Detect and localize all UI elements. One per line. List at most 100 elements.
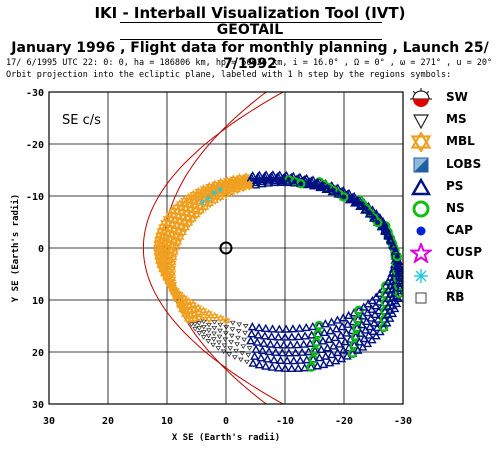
- ps-marker: [393, 293, 403, 303]
- mbl-marker: [211, 198, 220, 206]
- aur-marker: [212, 190, 217, 196]
- ps-marker: [369, 318, 379, 327]
- mbl-marker: [157, 236, 166, 244]
- mbl-marker: [184, 194, 193, 202]
- earth-icon: [219, 241, 233, 255]
- ps-marker: [327, 349, 337, 359]
- star-of-david-icon: [410, 132, 432, 153]
- ps-marker: [318, 336, 328, 345]
- ms-marker: [192, 326, 199, 332]
- bow-shock-line: [142, 92, 285, 404]
- mbl-marker: [172, 223, 181, 231]
- ps-marker: [396, 278, 403, 287]
- mbl-marker: [197, 206, 205, 214]
- mbl-marker: [172, 242, 181, 250]
- x-tick-label: 10: [161, 416, 173, 427]
- ps-marker: [283, 177, 293, 187]
- ns-marker: [378, 322, 389, 333]
- ms-marker: [246, 346, 253, 351]
- ps-marker: [336, 330, 346, 339]
- mbl-marker: [184, 317, 192, 325]
- ps-marker: [287, 363, 297, 373]
- ps-marker: [277, 348, 287, 357]
- mbl-marker: [216, 313, 225, 321]
- ps-marker: [295, 355, 305, 364]
- ms-marker: [215, 346, 222, 351]
- mbl-marker: [200, 196, 208, 204]
- ns-marker: [392, 251, 403, 262]
- ps-marker: [309, 181, 319, 190]
- ps-marker: [297, 347, 307, 356]
- mbl-marker: [206, 201, 215, 209]
- ps-marker: [337, 322, 347, 331]
- ps-marker: [285, 340, 296, 349]
- mbl-marker: [245, 181, 254, 189]
- ps-marker: [257, 345, 268, 355]
- mbl-marker: [178, 307, 186, 315]
- mbl-marker: [179, 214, 187, 222]
- asterisk-icon: [414, 268, 428, 283]
- mbl-marker: [178, 305, 186, 313]
- ms-marker: [196, 321, 202, 326]
- mbl-marker: [185, 219, 194, 226]
- ps-marker: [281, 324, 291, 333]
- ps-marker: [250, 180, 261, 189]
- ms-marker: [221, 343, 228, 349]
- ps-marker: [370, 309, 380, 319]
- ps-marker: [288, 324, 298, 333]
- ps-marker: [302, 179, 312, 189]
- mbl-marker: [233, 185, 242, 193]
- ms-marker: [228, 340, 234, 345]
- x-tick-label: 0: [223, 416, 229, 427]
- ps-marker: [262, 354, 273, 363]
- legend-label: LOBS: [446, 156, 482, 171]
- mbl-marker: [173, 295, 182, 303]
- ms-marker: [227, 346, 234, 351]
- axis-ticks: 30 20 10 0 -10 -20 -30 -30 -20 -10 0 10 20 30: [26, 88, 412, 427]
- ms-marker: [242, 330, 248, 336]
- legend-item-lobs: LOBS: [410, 154, 498, 176]
- mbl-marker: [176, 232, 185, 240]
- ps-marker: [257, 177, 267, 186]
- ps-marker: [275, 355, 286, 364]
- orbit-track: [153, 170, 403, 373]
- ps-marker: [321, 351, 331, 360]
- mbl-marker: [170, 284, 179, 292]
- mbl-marker: [210, 311, 219, 319]
- ms-marker: [211, 320, 218, 325]
- x-tick-label: -30: [394, 416, 412, 427]
- mbl-marker: [171, 290, 180, 297]
- mbl-marker: [194, 315, 203, 323]
- ps-marker: [293, 363, 303, 372]
- ps-marker: [327, 186, 337, 196]
- ps-marker: [256, 353, 266, 362]
- mbl-marker: [227, 187, 236, 195]
- ps-marker: [264, 346, 274, 356]
- mbl-marker: [168, 222, 177, 229]
- ps-marker: [392, 298, 402, 308]
- x-tick-label: -10: [276, 416, 294, 427]
- ps-marker: [385, 313, 395, 322]
- mbl-marker: [201, 205, 210, 212]
- legend-label: MBL: [446, 134, 475, 149]
- ps-marker: [333, 189, 343, 198]
- ps-marker: [301, 322, 311, 332]
- mbl-marker: [204, 190, 213, 197]
- mbl-marker: [189, 195, 198, 203]
- mbl-marker: [239, 183, 248, 191]
- legend-item-aur: AUR: [410, 265, 498, 287]
- mbl-marker: [169, 279, 178, 287]
- ps-marker: [334, 339, 344, 348]
- ps-marker: [275, 170, 285, 179]
- ps-marker: [290, 348, 301, 357]
- legend-item-cusp: CUSP: [410, 242, 498, 264]
- mbl-marker: [170, 236, 179, 244]
- legend-item-mbl: MBL: [410, 131, 498, 153]
- ps-marker: [386, 236, 396, 245]
- ps-marker: [251, 177, 261, 187]
- square-icon: [415, 292, 427, 304]
- ps-marker: [367, 335, 377, 344]
- ns-marker: [306, 362, 316, 372]
- mbl-marker: [171, 292, 180, 300]
- ms-marker: [192, 322, 198, 327]
